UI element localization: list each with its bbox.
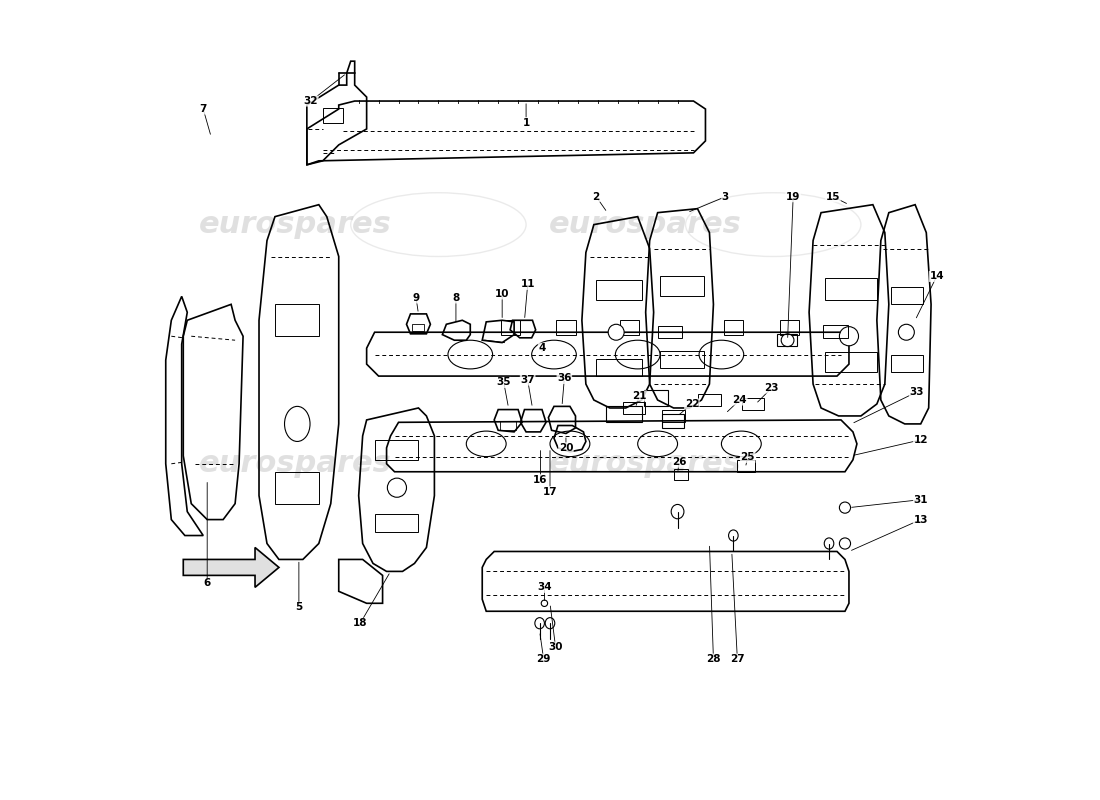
Bar: [620, 320, 639, 334]
Bar: [660, 277, 704, 296]
Ellipse shape: [638, 431, 678, 457]
Ellipse shape: [728, 530, 738, 541]
Text: 5: 5: [295, 602, 302, 612]
Bar: [660, 350, 704, 368]
Text: 1: 1: [522, 118, 530, 127]
Text: 29: 29: [537, 654, 551, 664]
Text: 7: 7: [199, 104, 207, 114]
Ellipse shape: [839, 538, 850, 549]
Text: 34: 34: [537, 582, 552, 592]
Text: 10: 10: [495, 289, 509, 299]
Text: 4: 4: [538, 343, 546, 353]
Ellipse shape: [541, 600, 548, 606]
Bar: [698, 394, 720, 406]
Ellipse shape: [531, 340, 576, 369]
Text: 15: 15: [826, 192, 840, 202]
Bar: [375, 514, 418, 531]
Bar: [499, 421, 516, 430]
Bar: [737, 460, 755, 472]
Text: 37: 37: [520, 375, 535, 385]
Bar: [275, 304, 319, 336]
Text: 16: 16: [534, 474, 548, 485]
Ellipse shape: [781, 334, 794, 346]
Text: 30: 30: [548, 642, 563, 652]
Ellipse shape: [387, 478, 407, 498]
Bar: [596, 358, 642, 376]
Bar: [823, 325, 848, 338]
Ellipse shape: [824, 538, 834, 549]
Ellipse shape: [285, 406, 310, 442]
Bar: [662, 410, 684, 422]
Text: 22: 22: [684, 399, 700, 409]
Text: 8: 8: [452, 293, 460, 303]
Text: eurospares: eurospares: [549, 450, 742, 478]
Ellipse shape: [899, 324, 914, 340]
Bar: [661, 414, 684, 428]
Bar: [645, 390, 668, 406]
Ellipse shape: [839, 502, 850, 514]
Text: 20: 20: [559, 443, 573, 453]
Bar: [891, 354, 923, 372]
Text: eurospares: eurospares: [198, 210, 392, 239]
Bar: [375, 440, 418, 460]
Text: 23: 23: [764, 383, 779, 393]
Polygon shape: [184, 547, 279, 587]
Bar: [742, 398, 764, 410]
Bar: [275, 472, 319, 504]
Bar: [606, 406, 641, 422]
Text: 28: 28: [706, 654, 721, 664]
Text: 25: 25: [740, 452, 755, 462]
Text: 33: 33: [910, 387, 924, 397]
Text: eurospares: eurospares: [198, 450, 392, 478]
Text: 2: 2: [593, 192, 600, 202]
Text: 27: 27: [730, 654, 745, 664]
Ellipse shape: [550, 431, 590, 457]
Ellipse shape: [466, 431, 506, 457]
Bar: [557, 320, 575, 334]
Bar: [724, 320, 743, 334]
Text: 32: 32: [304, 96, 318, 106]
Text: 3: 3: [722, 192, 729, 202]
Bar: [780, 320, 799, 334]
Text: 11: 11: [520, 279, 535, 290]
Text: 19: 19: [786, 192, 801, 202]
Ellipse shape: [839, 326, 858, 346]
Ellipse shape: [448, 340, 493, 369]
Text: 9: 9: [412, 293, 419, 303]
Text: 12: 12: [913, 435, 928, 445]
Text: 17: 17: [542, 486, 558, 497]
Bar: [623, 402, 645, 414]
Text: eurospares: eurospares: [549, 210, 742, 239]
Ellipse shape: [671, 505, 684, 518]
Ellipse shape: [535, 618, 544, 629]
Bar: [596, 281, 642, 300]
Text: 21: 21: [632, 391, 647, 401]
Bar: [412, 324, 424, 331]
Bar: [322, 108, 343, 122]
Text: 18: 18: [353, 618, 367, 628]
Ellipse shape: [722, 431, 761, 457]
Bar: [825, 352, 877, 372]
Text: 6: 6: [204, 578, 211, 588]
Text: 36: 36: [557, 374, 572, 383]
Text: 26: 26: [672, 457, 686, 467]
Bar: [658, 326, 682, 338]
Ellipse shape: [608, 324, 624, 340]
Ellipse shape: [700, 340, 744, 369]
Bar: [673, 470, 688, 480]
Ellipse shape: [546, 618, 554, 629]
Bar: [778, 334, 798, 346]
Bar: [825, 278, 877, 300]
Bar: [891, 286, 923, 304]
Text: 24: 24: [733, 395, 747, 405]
Ellipse shape: [615, 340, 660, 369]
Text: 35: 35: [496, 378, 512, 387]
Text: 31: 31: [913, 494, 928, 505]
Text: 14: 14: [930, 271, 944, 282]
Bar: [500, 320, 519, 334]
Text: 13: 13: [913, 514, 928, 525]
